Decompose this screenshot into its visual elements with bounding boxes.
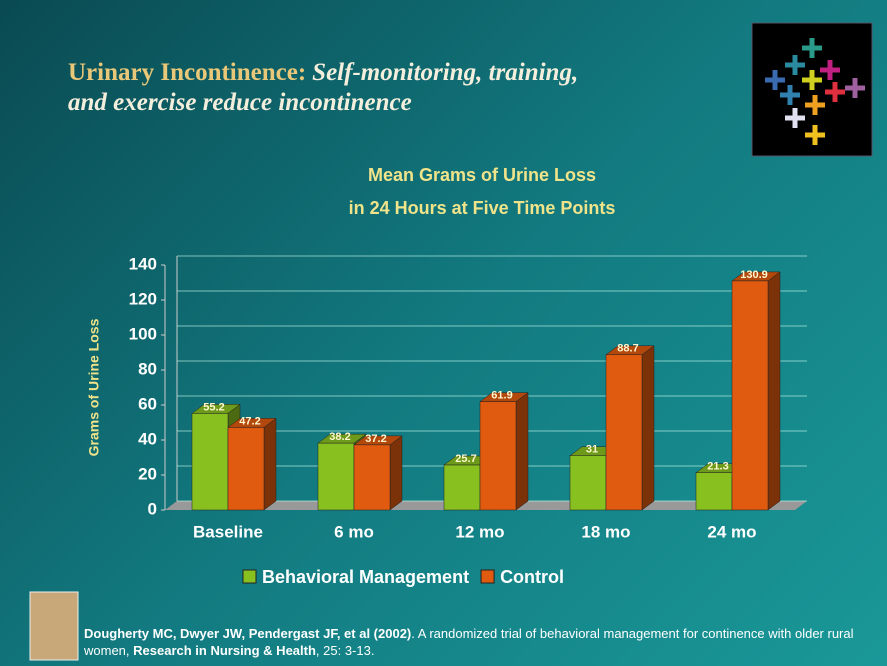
- y-tick-label: 100: [129, 324, 157, 343]
- data-label: 31: [586, 444, 598, 456]
- bar: [480, 402, 516, 510]
- data-label: 25.7: [455, 453, 476, 465]
- data-label: 130.9: [740, 269, 768, 281]
- plot: Mean Grams of Urine Loss in 24 Hours at F…: [86, 165, 807, 587]
- legend-label: Control: [500, 567, 564, 587]
- legend-label: Behavioral Management: [262, 567, 469, 587]
- bar-side: [516, 393, 528, 510]
- bar: [606, 355, 642, 510]
- data-label: 88.7: [617, 343, 638, 355]
- bar-side: [390, 436, 402, 510]
- x-tick-label: 18 mo: [581, 522, 630, 541]
- logo: [752, 23, 872, 156]
- bar: [444, 465, 480, 510]
- y-tick-label: 140: [129, 254, 157, 273]
- x-tick-label: Baseline: [193, 522, 263, 541]
- photo: [30, 592, 78, 660]
- data-label: 47.2: [239, 415, 260, 427]
- chart: Mean Grams of Urine Loss in 24 Hours at F…: [0, 0, 887, 666]
- data-label: 21.3: [707, 461, 728, 473]
- legend-swatch: [243, 570, 256, 583]
- legend-swatch: [481, 570, 494, 583]
- y-tick-label: 80: [138, 359, 157, 378]
- slide: Urinary Incontinence:Self-monitoring, tr…: [0, 0, 887, 666]
- y-axis-label: Grams of Urine Loss: [86, 318, 102, 456]
- chart-title: Mean Grams of Urine Loss: [368, 165, 596, 185]
- citation: Dougherty MC, Dwyer JW, Pendergast JF, e…: [84, 625, 884, 659]
- x-tick-label: 24 mo: [707, 522, 756, 541]
- y-tick-label: 0: [148, 499, 157, 518]
- bar: [228, 427, 264, 510]
- data-label: 38.2: [329, 431, 350, 443]
- data-label: 37.2: [365, 433, 386, 445]
- bar: [354, 445, 390, 510]
- y-tick-label: 60: [138, 394, 157, 413]
- data-label: 61.9: [491, 390, 512, 402]
- bar-side: [768, 272, 780, 510]
- y-tick-label: 20: [138, 464, 157, 483]
- data-label: 55.2: [203, 401, 224, 413]
- bar: [318, 443, 354, 510]
- citation-authors: Dougherty MC, Dwyer JW, Pendergast JF, e…: [84, 626, 411, 641]
- x-tick-label: 6 mo: [334, 522, 374, 541]
- citation-journal: Research in Nursing & Health: [133, 643, 316, 658]
- citation-text: , 25: 3-13.: [316, 643, 375, 658]
- bar-side: [642, 346, 654, 510]
- bar: [192, 413, 228, 510]
- y-tick-label: 40: [138, 429, 157, 448]
- bar: [696, 473, 732, 510]
- x-tick-label: 12 mo: [455, 522, 504, 541]
- chart-title: in 24 Hours at Five Time Points: [349, 198, 616, 218]
- y-tick-label: 120: [129, 289, 157, 308]
- bar: [570, 456, 606, 510]
- bar: [732, 281, 768, 510]
- bar-side: [264, 418, 276, 510]
